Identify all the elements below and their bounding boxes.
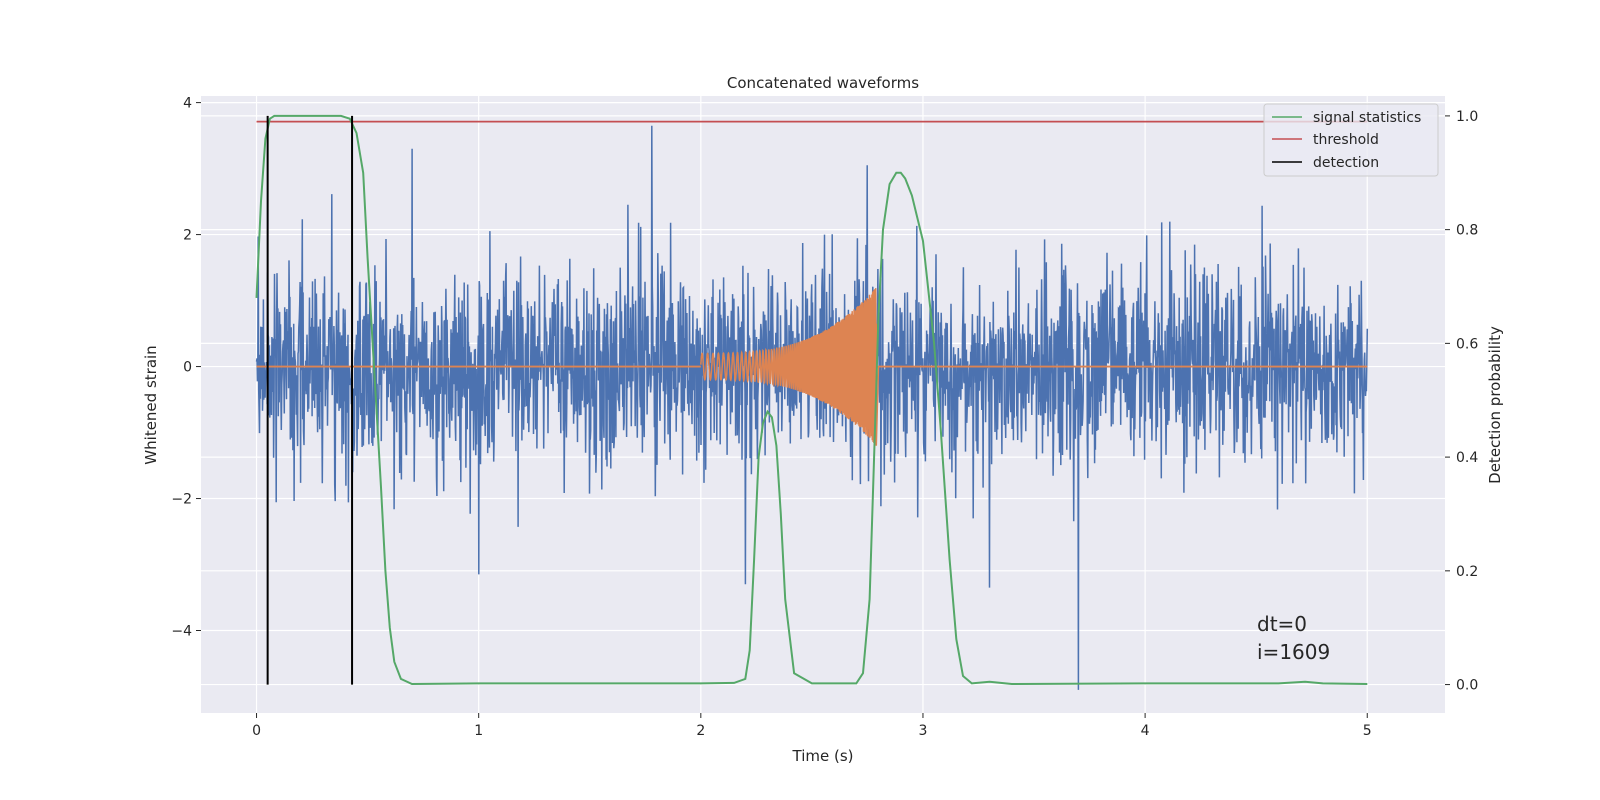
legend-label-detection: detection bbox=[1313, 155, 1379, 171]
strain-noise-line bbox=[255, 125, 1369, 690]
x-tick-label: 5 bbox=[1363, 723, 1372, 739]
y2-tick-label: 0.0 bbox=[1456, 678, 1478, 694]
legend-label-threshold: threshold bbox=[1313, 132, 1379, 148]
y2-tick-label: 0.8 bbox=[1456, 223, 1478, 239]
tick-labels: 0 1 2 3 4 5 −4 −2 0 2 4 0.0 0.2 0.4 0.6 0.8 1.0 bbox=[171, 96, 1478, 739]
annotation-dt: dt=0 bbox=[1257, 612, 1307, 636]
y-tick-label: 0 bbox=[183, 360, 192, 376]
y-axis-label: Whitened strain bbox=[142, 345, 160, 464]
x-tick-label: 1 bbox=[474, 723, 483, 739]
x-tick-label: 4 bbox=[1141, 723, 1150, 739]
y-tick-label: −2 bbox=[171, 492, 192, 508]
y-tick-label: 2 bbox=[183, 228, 192, 244]
legend-box bbox=[1263, 103, 1439, 177]
x-tick-label: 3 bbox=[919, 723, 928, 739]
y-tick-label: −4 bbox=[171, 624, 192, 640]
y-tick-label: 4 bbox=[183, 96, 192, 112]
y2-axis-label: Detection probability bbox=[1486, 326, 1504, 484]
annotation-index: i=1609 bbox=[1257, 640, 1330, 664]
x-tick-label: 2 bbox=[696, 723, 705, 739]
legend: signal statistics threshold detection bbox=[1263, 103, 1439, 177]
y2-tick-label: 0.4 bbox=[1456, 450, 1478, 466]
y2-tick-label: 1.0 bbox=[1456, 109, 1478, 125]
x-axis-label: Time (s) bbox=[792, 747, 854, 765]
x-tick-label: 0 bbox=[252, 723, 261, 739]
signal-statistics-line bbox=[255, 114, 1368, 686]
signal-chirp-line bbox=[700, 288, 880, 446]
legend-label-signal-statistics: signal statistics bbox=[1313, 110, 1421, 126]
y2-tick-label: 0.2 bbox=[1456, 564, 1478, 580]
data-layer bbox=[255, 114, 1369, 690]
y2-tick-label: 0.6 bbox=[1456, 336, 1478, 352]
chart-title: Concatenated waveforms bbox=[727, 74, 919, 92]
